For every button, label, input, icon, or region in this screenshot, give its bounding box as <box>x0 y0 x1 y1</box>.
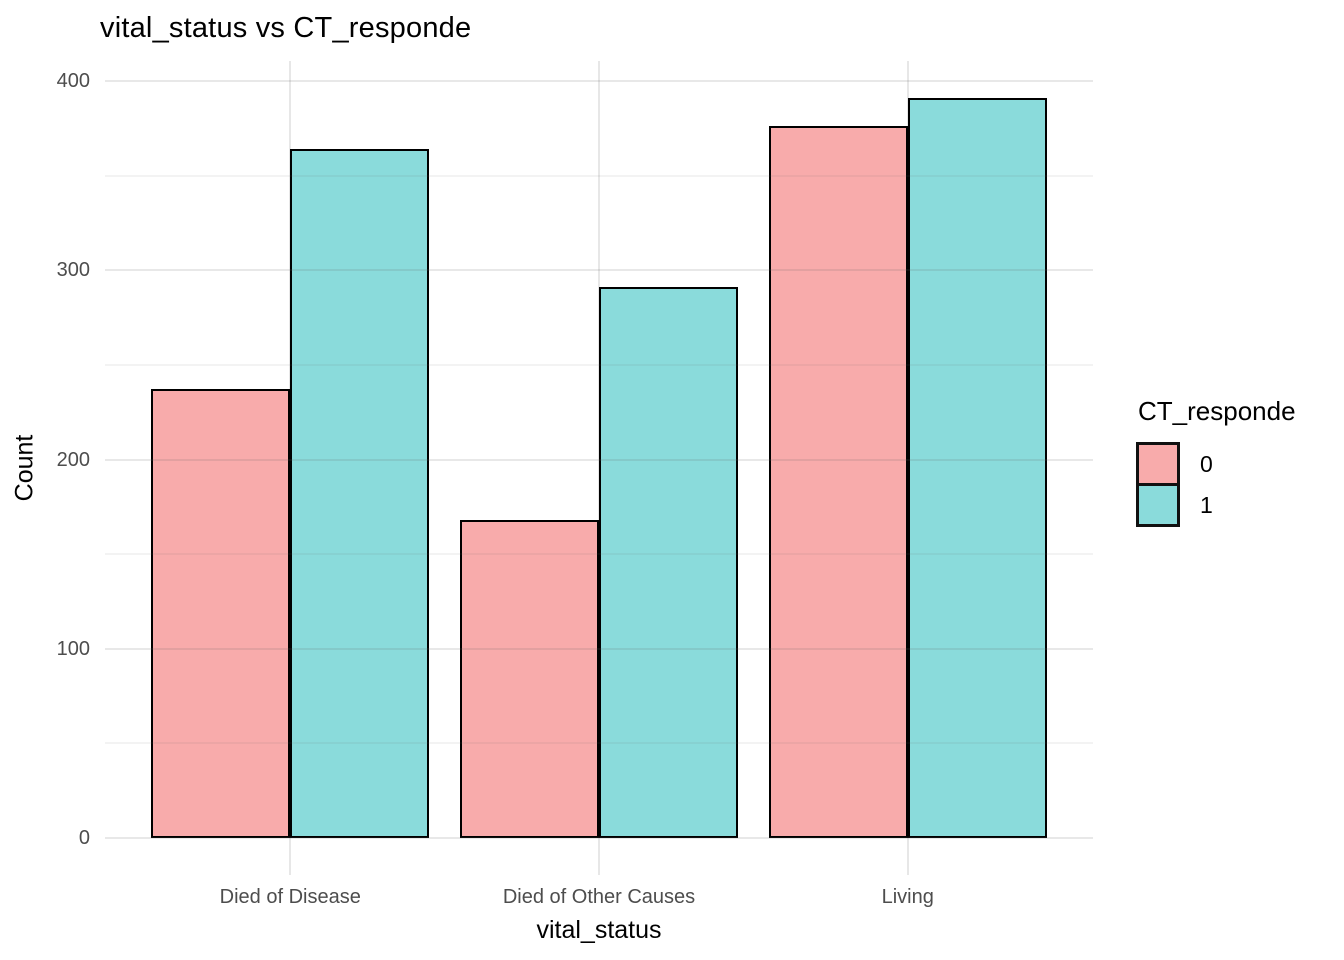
legend-swatch <box>1136 483 1180 527</box>
minor-gridline <box>105 553 1093 556</box>
legend-title: CT_responde <box>1138 396 1296 426</box>
bar <box>599 287 738 838</box>
legend-swatch <box>1136 442 1180 486</box>
major-gridline <box>105 269 1093 272</box>
minor-gridline <box>105 742 1093 745</box>
x-axis-title: vital_status <box>536 916 662 944</box>
y-axis-title: Count <box>10 434 39 502</box>
bar <box>151 389 291 838</box>
legend-row: 0 <box>1136 442 1296 486</box>
bar <box>768 126 908 838</box>
chart-title: vital_status vs CT_responde <box>100 12 472 44</box>
bar <box>460 520 599 838</box>
bar <box>290 149 430 838</box>
major-gridline <box>105 647 1093 650</box>
bar <box>907 98 1047 838</box>
x-tick-label: Died of Other Causes <box>502 886 696 908</box>
y-tick-label: 100 <box>56 637 90 660</box>
legend-row: 1 <box>1136 483 1296 527</box>
y-tick-label: 400 <box>56 70 90 92</box>
minor-gridline <box>105 174 1093 177</box>
x-tick-label: Died of Disease <box>219 886 361 908</box>
major-gridline <box>105 458 1093 461</box>
x-tick-label: Living <box>881 886 934 908</box>
plot-panel <box>105 61 1093 875</box>
minor-gridline <box>105 363 1093 366</box>
legend-label: 0 <box>1200 450 1213 477</box>
y-tick-label: 300 <box>56 259 90 282</box>
legend-label: 1 <box>1200 491 1213 518</box>
y-tick-label: 200 <box>56 448 90 471</box>
major-gridline <box>105 80 1093 82</box>
y-tick-label: 0 <box>78 827 90 849</box>
major-gridline <box>105 837 1093 839</box>
